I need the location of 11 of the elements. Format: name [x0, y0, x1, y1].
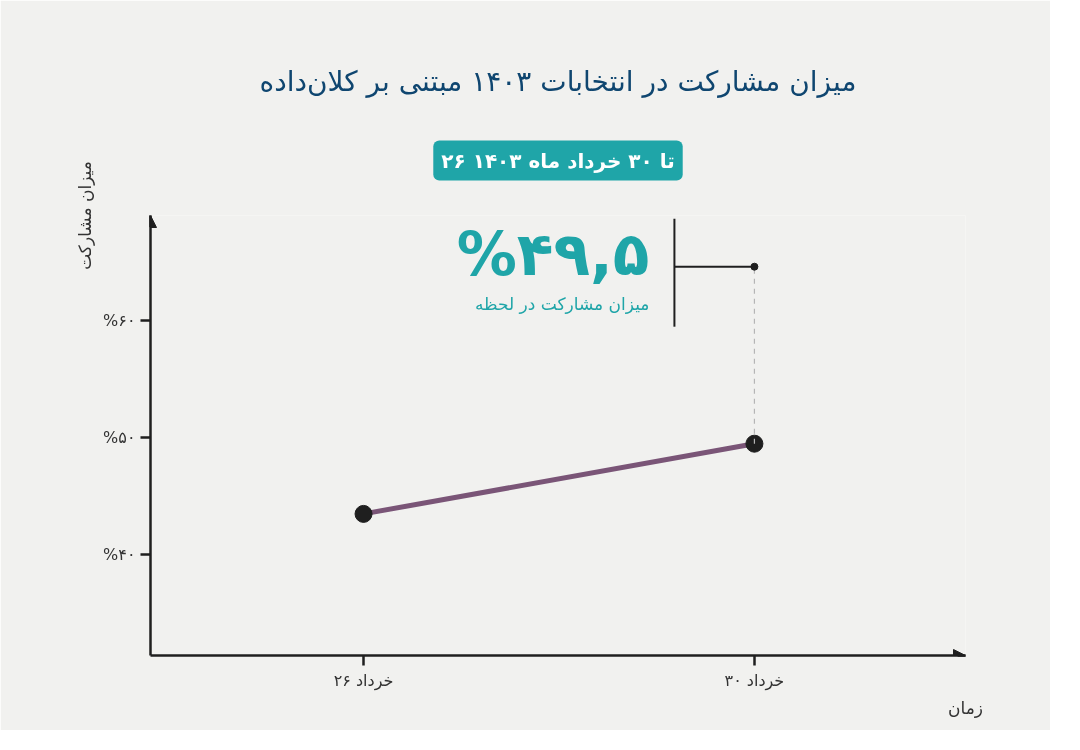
x-tick-label: ۳۰ خرداد	[724, 670, 785, 691]
x-axis-title: زمان	[948, 697, 983, 718]
annotation: میزان مشارکت در لحظه	[474, 293, 650, 314]
chart-subtitle: ۲۶ تا ۳۰ خرداد ماه ۱۴۰۳	[441, 148, 675, 173]
y-tick-label: %۶۰	[103, 311, 136, 331]
chart-title: میزان مشارکت در انتخابات ۱۴۰۳ مبتنی بر کلان‌داده	[259, 64, 857, 98]
annotation: %۴۹,۵	[456, 218, 650, 289]
y-tick-label: %۵۰	[103, 428, 136, 448]
y-tick-label: %۴۰	[103, 545, 136, 565]
x-tick-label: ۲۶ خرداد	[333, 670, 394, 691]
y-axis-title: میزان مشارکت	[75, 161, 96, 270]
